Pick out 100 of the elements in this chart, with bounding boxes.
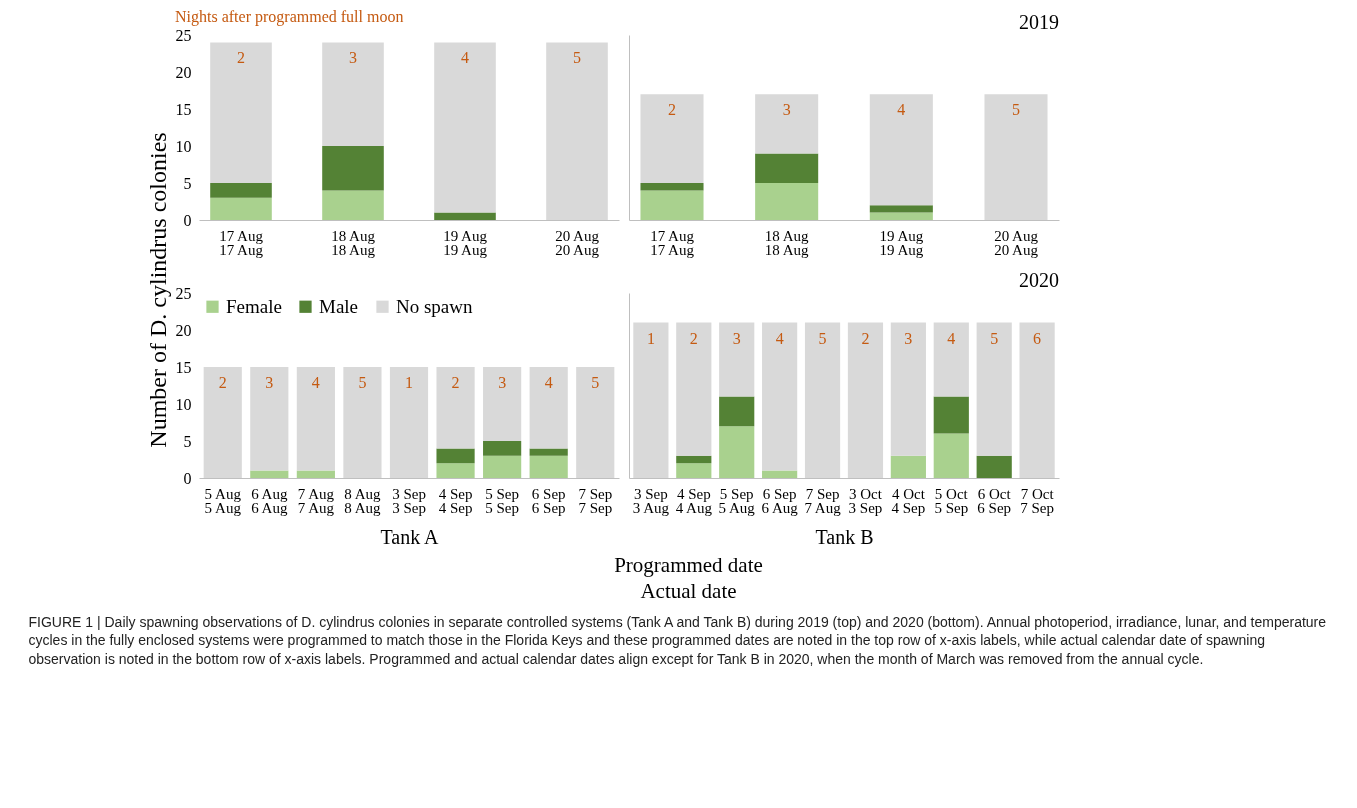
- bar: [529, 455, 568, 478]
- bar: [434, 212, 496, 220]
- bar: [719, 426, 755, 478]
- bar: [296, 470, 335, 478]
- annotation: 2: [237, 49, 245, 67]
- annotation: 5: [573, 49, 581, 67]
- bar: [640, 183, 704, 191]
- bar: [976, 322, 1012, 456]
- x-tick-label: 7 Sep 7 Sep: [578, 485, 613, 516]
- bar: [869, 212, 933, 220]
- x-tick-label: 18 Aug 18 Aug: [331, 227, 376, 258]
- y-tick-label: 0: [183, 211, 192, 229]
- x-tick-label: 5 Aug 5 Aug: [204, 485, 242, 516]
- bar: [250, 470, 289, 478]
- text: 2019: [1019, 11, 1059, 33]
- text: Nights after programmed full moon: [175, 8, 404, 26]
- annotation: 4: [544, 374, 553, 391]
- x-tick-label: 7 Oct 7 Sep: [1020, 485, 1055, 516]
- bar: [389, 367, 429, 478]
- y-tick-label: 5: [183, 432, 192, 450]
- bar: [869, 205, 933, 213]
- y-tick-label: 25: [175, 26, 192, 44]
- y-axis-title: Number of D. cylindrus colonies: [144, 132, 172, 448]
- annotation: 3: [904, 329, 913, 347]
- annotation: 6: [1033, 329, 1042, 347]
- x-axis-title: Tank B: [815, 525, 874, 548]
- x-tick-label: 6 Aug 6 Aug: [251, 485, 288, 516]
- text: 2020: [1019, 269, 1059, 291]
- bar: [984, 94, 1048, 220]
- bar: [847, 322, 884, 478]
- x-tick-label: 7 Sep 7 Aug: [804, 485, 842, 516]
- bar: [804, 322, 841, 478]
- annotation: 5: [1012, 101, 1020, 119]
- bar: [719, 322, 755, 397]
- y-tick-label: 15: [175, 100, 192, 118]
- annotation: 3: [498, 374, 507, 391]
- x-tick-label: 6 Oct 6 Sep: [977, 485, 1012, 516]
- x-tick-label: 19 Aug 19 Aug: [443, 227, 488, 258]
- annotation: 3: [265, 374, 274, 391]
- x-tick-label: 3 Sep 3 Aug: [632, 485, 670, 516]
- bar: [676, 455, 712, 464]
- x-tick-label: 6 Sep 6 Sep: [531, 485, 566, 516]
- annotation: 5: [818, 329, 827, 347]
- text: Programmed date: [613, 552, 764, 579]
- bar: [296, 367, 335, 471]
- annotation: 5: [990, 329, 999, 347]
- x-tick-label: 3 Oct 3 Sep: [848, 485, 883, 516]
- bar: [483, 441, 522, 456]
- bar: [322, 190, 384, 220]
- x-tick-label: 4 Sep 4 Sep: [438, 485, 473, 516]
- bar: [436, 448, 475, 464]
- x-tick-label: 7 Aug 7 Aug: [297, 485, 335, 516]
- x-tick-label: 5 Sep 5 Sep: [485, 485, 519, 516]
- y-tick-label: 20: [175, 63, 192, 81]
- y-tick-label: 20: [175, 321, 192, 339]
- annotation: 4: [897, 101, 906, 119]
- bar: [203, 367, 242, 478]
- bar: [933, 322, 969, 397]
- caption: FIGURE 1 | Daily spawning observations of D. cylindrus colonies in separate controlled systems (Tank A and Tank B) during 2019 (top) and 2020 (bottom). Annual photoperiod, irradiance, lunar, and temperature cycles in the fully enclosed systems were programmed to match those in the Florida Keys and these programmed dates are noted in the top row of x-axis labels, while actual calendar date of spawning observation is noted in the bottom row of x-axis labels. Programmed and actual calendar dates align except for Tank B in 2020, when the month of March was removed from the annual cycle.: [28, 612, 1328, 670]
- bar: [434, 42, 496, 213]
- bar: [322, 146, 384, 191]
- bar: [322, 42, 384, 146]
- annotation: 3: [782, 101, 791, 119]
- annotation: 2: [451, 374, 460, 391]
- x-tick-label: 20 Aug 20 Aug: [994, 227, 1039, 258]
- y-tick-label: 5: [183, 174, 192, 192]
- bar: [890, 455, 926, 478]
- bar: [210, 42, 272, 183]
- bar: [529, 367, 568, 449]
- x-tick-label: 5 Sep 5 Aug: [718, 485, 756, 516]
- x-tick-label: 17 Aug 17 Aug: [219, 227, 264, 258]
- legend-label: Female: [226, 295, 282, 317]
- bar: [976, 455, 1012, 478]
- bar: [762, 322, 798, 471]
- bar: [210, 183, 272, 198]
- bar: [436, 463, 475, 478]
- annotation: 1: [405, 374, 413, 391]
- bar: [640, 190, 704, 220]
- bar: [576, 367, 615, 478]
- x-tick-label: 20 Aug 20 Aug: [555, 227, 600, 258]
- bar: [890, 322, 926, 456]
- bar: [343, 367, 382, 478]
- bar: [755, 183, 819, 220]
- bar: [1019, 322, 1055, 478]
- bar: [719, 396, 755, 427]
- bar: [529, 448, 568, 456]
- bar: [676, 322, 712, 456]
- legend-label: No spawn: [396, 295, 474, 317]
- x-tick-label: 4 Sep 4 Aug: [675, 485, 713, 516]
- y-tick-label: 10: [175, 395, 192, 413]
- annotation: 2: [218, 374, 227, 391]
- x-tick-label: 18 Aug 18 Aug: [764, 227, 810, 258]
- bar: [640, 94, 704, 183]
- bar: [546, 42, 608, 220]
- bar: [755, 153, 819, 183]
- x-tick-label: 3 Sep 3 Sep: [392, 485, 426, 516]
- bar: [483, 455, 522, 478]
- annotation: 4: [775, 329, 784, 347]
- annotation: 2: [668, 101, 676, 119]
- annotation: 5: [591, 374, 600, 391]
